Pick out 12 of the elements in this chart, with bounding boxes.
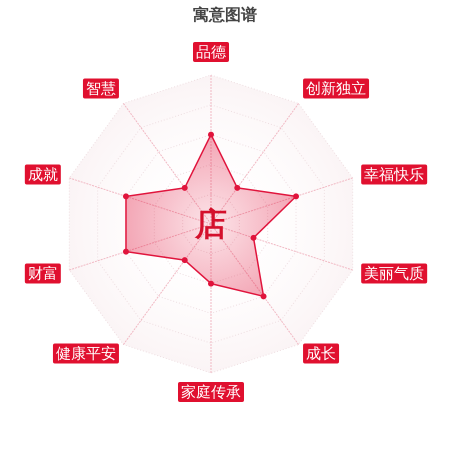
spoke-label: 美丽气质 <box>364 264 424 282</box>
chart-title: 寓意图谱 <box>193 4 257 24</box>
spoke-label: 家庭传承 <box>181 383 241 401</box>
spoke-label: 创新独立 <box>306 80 366 98</box>
spoke-label: 成长 <box>306 344 336 362</box>
text: 店 <box>194 205 227 243</box>
spoke-label: 品德 <box>196 43 226 61</box>
spoke-label: 幸福快乐 <box>364 166 424 184</box>
spoke-label: 成就 <box>28 166 58 184</box>
spoke-label: 财富 <box>28 264 58 282</box>
spoke-label: 健康平安 <box>56 344 116 362</box>
spoke-label: 智慧 <box>86 80 116 98</box>
